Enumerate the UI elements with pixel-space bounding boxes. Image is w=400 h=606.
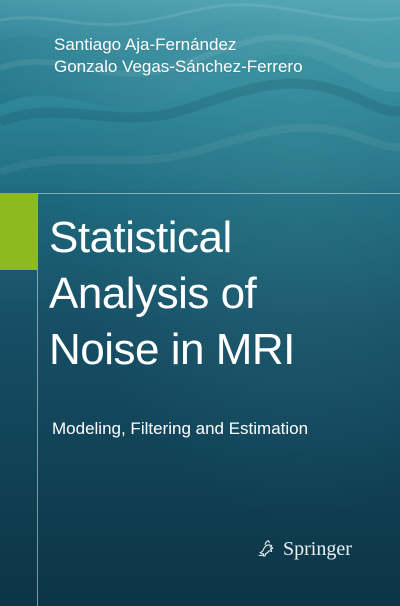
abstract-wave-artwork [0, 0, 400, 176]
wave-artwork-band: Santiago Aja-Fernández Gonzalo Vegas-Sán… [0, 0, 400, 190]
title-line: Analysis of [49, 269, 257, 318]
author-name: Gonzalo Vegas-Sánchez-Ferrero [54, 57, 303, 76]
title-line: Statistical [49, 213, 232, 262]
publisher-logo: Springer [255, 535, 365, 563]
accent-tab [0, 193, 37, 270]
springer-horse-icon [258, 540, 274, 557]
vertical-divider [37, 193, 38, 606]
author-list: Santiago Aja-Fernández Gonzalo Vegas-Sán… [54, 34, 303, 78]
author-name: Santiago Aja-Fernández [54, 35, 237, 54]
publisher-name: Springer [283, 538, 352, 560]
book-subtitle: Modeling, Filtering and Estimation [52, 419, 309, 438]
horizontal-divider [37, 193, 400, 194]
book-title: Statistical Analysis of Noise in MRI [49, 210, 295, 378]
title-line: Noise in MRI [49, 325, 295, 374]
